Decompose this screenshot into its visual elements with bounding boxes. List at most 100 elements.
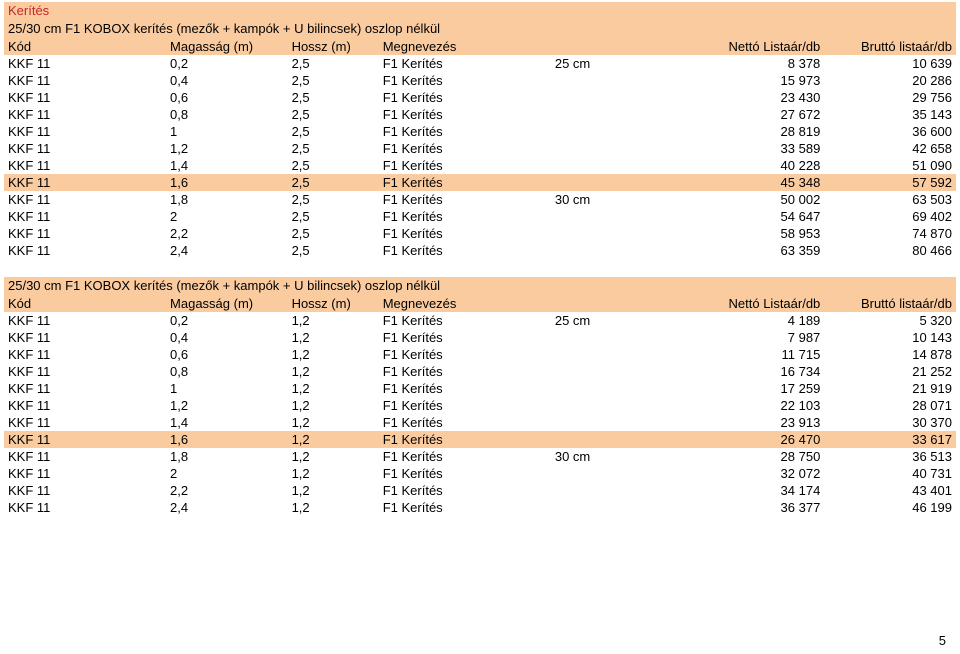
- cell-extra: [551, 431, 683, 448]
- cell-brutto: 10 639: [824, 55, 956, 72]
- table-row: KKF 110,81,2F1 Kerítés16 73421 252: [4, 363, 956, 380]
- section-subtitle: 25/30 cm F1 KOBOX kerítés (mezők + kampó…: [4, 277, 956, 295]
- table-row: KKF 111,61,2F1 Kerítés26 47033 617: [4, 431, 956, 448]
- cell-kod: KKF 11: [4, 242, 166, 259]
- table-row: KKF 112,41,2F1 Kerítés36 37746 199: [4, 499, 956, 516]
- cell-kod: KKF 11: [4, 174, 166, 191]
- cell-megn: F1 Kerítés: [379, 414, 551, 431]
- cell-brutto: 46 199: [824, 499, 956, 516]
- cell-kod: KKF 11: [4, 72, 166, 89]
- cell-mag: 2,2: [166, 482, 288, 499]
- cell-netto: 8 378: [683, 55, 825, 72]
- cell-brutto: 63 503: [824, 191, 956, 208]
- table-row: KKF 110,62,5F1 Kerítés23 43029 756: [4, 89, 956, 106]
- cell-hossz: 2,5: [288, 242, 379, 259]
- table-header-row: KódMagasság (m)Hossz (m)MegnevezésNettó …: [4, 295, 956, 312]
- cell-brutto: 5 320: [824, 312, 956, 329]
- cell-kod: KKF 11: [4, 397, 166, 414]
- cell-kod: KKF 11: [4, 208, 166, 225]
- cell-hossz: 1,2: [288, 482, 379, 499]
- cell-kod: KKF 11: [4, 106, 166, 123]
- cell-netto: 32 072: [683, 465, 825, 482]
- cell-megn: F1 Kerítés: [379, 312, 551, 329]
- section-main-title: Kerítés: [4, 2, 956, 20]
- cell-netto: 23 430: [683, 89, 825, 106]
- table-row: KKF 110,41,2F1 Kerítés7 98710 143: [4, 329, 956, 346]
- table-row: KKF 111,42,5F1 Kerítés40 22851 090: [4, 157, 956, 174]
- col-header-extra: [551, 295, 683, 312]
- cell-kod: KKF 11: [4, 123, 166, 140]
- price-table: KódMagasság (m)Hossz (m)MegnevezésNettó …: [4, 38, 956, 259]
- section-main-title-text: Kerítés: [8, 3, 49, 18]
- cell-brutto: 36 513: [824, 448, 956, 465]
- col-header-megn: Megnevezés: [379, 295, 551, 312]
- cell-mag: 2,4: [166, 242, 288, 259]
- cell-extra: [551, 397, 683, 414]
- cell-mag: 1,6: [166, 174, 288, 191]
- cell-kod: KKF 11: [4, 346, 166, 363]
- col-header-extra: [551, 38, 683, 55]
- cell-kod: KKF 11: [4, 225, 166, 242]
- cell-brutto: 21 919: [824, 380, 956, 397]
- col-header-kod: Kód: [4, 295, 166, 312]
- cell-netto: 40 228: [683, 157, 825, 174]
- col-header-megn: Megnevezés: [379, 38, 551, 55]
- cell-extra: [551, 72, 683, 89]
- cell-hossz: 1,2: [288, 346, 379, 363]
- cell-hossz: 2,5: [288, 72, 379, 89]
- cell-extra: [551, 465, 683, 482]
- cell-hossz: 1,2: [288, 499, 379, 516]
- cell-hossz: 2,5: [288, 55, 379, 72]
- cell-netto: 36 377: [683, 499, 825, 516]
- col-header-kod: Kód: [4, 38, 166, 55]
- col-header-hossz: Hossz (m): [288, 295, 379, 312]
- table-header-row: KódMagasság (m)Hossz (m)MegnevezésNettó …: [4, 38, 956, 55]
- cell-mag: 0,8: [166, 363, 288, 380]
- table-row: KKF 112,42,5F1 Kerítés63 35980 466: [4, 242, 956, 259]
- cell-hossz: 1,2: [288, 329, 379, 346]
- cell-mag: 1,8: [166, 191, 288, 208]
- cell-extra: [551, 482, 683, 499]
- cell-brutto: 30 370: [824, 414, 956, 431]
- cell-extra: [551, 225, 683, 242]
- cell-netto: 26 470: [683, 431, 825, 448]
- cell-kod: KKF 11: [4, 363, 166, 380]
- cell-mag: 0,2: [166, 55, 288, 72]
- cell-mag: 2: [166, 465, 288, 482]
- cell-mag: 1,4: [166, 157, 288, 174]
- cell-brutto: 10 143: [824, 329, 956, 346]
- table-row: KKF 1111,2F1 Kerítés17 25921 919: [4, 380, 956, 397]
- cell-hossz: 1,2: [288, 431, 379, 448]
- table-row: KKF 111,82,5F1 Kerítés30 cm50 00263 503: [4, 191, 956, 208]
- cell-kod: KKF 11: [4, 329, 166, 346]
- cell-netto: 45 348: [683, 174, 825, 191]
- cell-mag: 1,6: [166, 431, 288, 448]
- price-table: KódMagasság (m)Hossz (m)MegnevezésNettó …: [4, 295, 956, 516]
- cell-megn: F1 Kerítés: [379, 89, 551, 106]
- table-row: KKF 1112,5F1 Kerítés28 81936 600: [4, 123, 956, 140]
- cell-kod: KKF 11: [4, 431, 166, 448]
- cell-hossz: 2,5: [288, 208, 379, 225]
- cell-mag: 1: [166, 123, 288, 140]
- cell-mag: 2: [166, 208, 288, 225]
- cell-megn: F1 Kerítés: [379, 55, 551, 72]
- cell-brutto: 20 286: [824, 72, 956, 89]
- cell-kod: KKF 11: [4, 89, 166, 106]
- cell-brutto: 80 466: [824, 242, 956, 259]
- cell-extra: [551, 89, 683, 106]
- cell-kod: KKF 11: [4, 191, 166, 208]
- section-gap: [4, 259, 956, 277]
- cell-mag: 1,8: [166, 448, 288, 465]
- cell-megn: F1 Kerítés: [379, 191, 551, 208]
- col-header-netto: Nettó Listaár/db: [683, 38, 825, 55]
- cell-brutto: 57 592: [824, 174, 956, 191]
- sections-container: Kerítés 25/30 cm F1 KOBOX kerítés (mezők …: [4, 2, 956, 516]
- cell-hossz: 2,5: [288, 123, 379, 140]
- cell-megn: F1 Kerítés: [379, 431, 551, 448]
- cell-megn: F1 Kerítés: [379, 157, 551, 174]
- table-row: KKF 111,62,5F1 Kerítés45 34857 592: [4, 174, 956, 191]
- cell-extra: [551, 157, 683, 174]
- cell-megn: F1 Kerítés: [379, 499, 551, 516]
- cell-mag: 0,4: [166, 72, 288, 89]
- cell-megn: F1 Kerítés: [379, 140, 551, 157]
